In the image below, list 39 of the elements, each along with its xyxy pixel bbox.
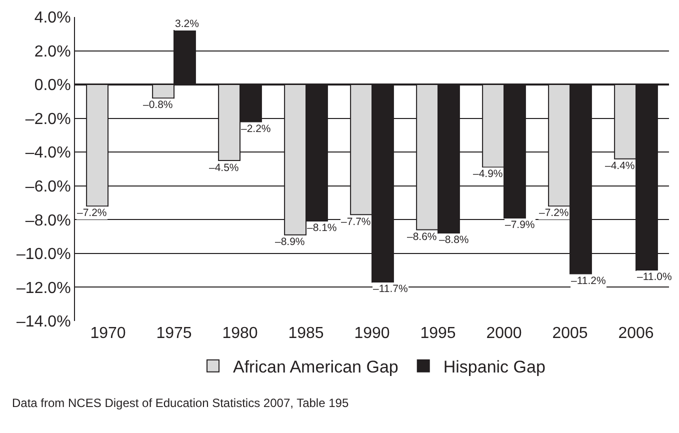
y-tick-label: –2.0%: [25, 110, 71, 128]
data-label: 3.2%: [175, 18, 199, 30]
data-label: –8.6%: [407, 231, 437, 243]
y-tick-label: –12.0%: [16, 280, 71, 297]
y-tick-label: 0.0%: [34, 77, 71, 94]
y-tick-label: –10.0%: [16, 246, 71, 264]
data-label: –7.2%: [539, 207, 569, 219]
data-label: –11.7%: [373, 283, 408, 295]
x-tick-label: 2000: [486, 325, 522, 342]
x-tick-label: 1995: [420, 325, 456, 342]
data-label: –0.8%: [143, 99, 173, 111]
data-label: –7.9%: [505, 219, 535, 231]
data-label: –11.0%: [637, 271, 672, 283]
x-tick-label: 1985: [288, 325, 324, 342]
y-tick-label: –14.0%: [16, 314, 71, 331]
legend-label: Hispanic Gap: [443, 358, 546, 377]
data-label: –4.4%: [605, 160, 635, 172]
data-label: –8.1%: [307, 222, 337, 234]
data-label: –4.5%: [209, 162, 239, 174]
x-tick-label: 2006: [618, 325, 654, 342]
y-tick-label: –6.0%: [25, 178, 71, 196]
x-tick-label: 1975: [156, 325, 192, 342]
data-label: –7.2%: [77, 207, 107, 219]
data-label: –7.7%: [341, 216, 371, 228]
x-tick-label: 2005: [552, 325, 588, 342]
data-label: –8.9%: [275, 236, 305, 248]
x-tick-label: 1990: [354, 325, 390, 342]
x-tick-label: 1970: [90, 325, 126, 342]
text: Data from NCES Digest of Education Statistics 2007, Table 195: [12, 396, 349, 410]
y-tick-label: 2.0%: [34, 43, 71, 60]
y-tick-label: –4.0%: [25, 144, 71, 162]
data-label: –2.2%: [241, 123, 271, 135]
x-tick-label: 1980: [222, 325, 258, 342]
data-label: –11.2%: [571, 275, 606, 287]
data-label: –8.8%: [439, 234, 469, 246]
y-tick-label: –8.0%: [25, 212, 71, 230]
data-label: –4.9%: [473, 168, 503, 180]
y-tick-label: 4.0%: [34, 10, 71, 27]
legend-label: African American Gap: [233, 358, 398, 377]
